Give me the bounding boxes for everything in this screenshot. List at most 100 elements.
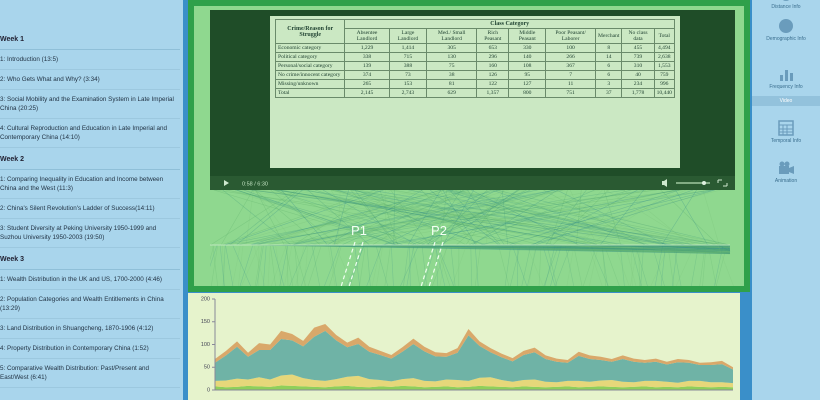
flow-line xyxy=(270,244,287,286)
nav-item[interactable]: Distance Info xyxy=(752,0,820,10)
table-cell: 310 xyxy=(621,61,655,71)
lecture-item[interactable]: 2: Who Gets What and Why? (3:34) xyxy=(0,70,180,90)
flow-line xyxy=(549,190,568,246)
table-cell: 2,145 xyxy=(344,88,390,98)
flow-line xyxy=(370,190,687,246)
nav-item[interactable]: Frequency Info xyxy=(752,62,820,90)
table-cell: 759 xyxy=(653,70,676,80)
flow-line xyxy=(511,244,528,286)
lecture-item[interactable]: 1: Introduction (13:5) xyxy=(0,50,180,70)
flow-line xyxy=(409,244,411,286)
flow-line xyxy=(558,244,731,254)
flow-line xyxy=(435,244,731,254)
lecture-item[interactable]: 3: Social Mobility and the Examination S… xyxy=(0,90,180,119)
flow-line xyxy=(471,190,558,246)
flow-line xyxy=(225,244,731,250)
flow-line xyxy=(588,190,674,246)
y-tick-label: 200 xyxy=(201,296,210,302)
flow-line xyxy=(408,190,695,246)
flow-line xyxy=(412,244,421,286)
nav-item[interactable]: Animation xyxy=(752,156,820,184)
table-cell: 234 xyxy=(621,79,655,89)
flow-line xyxy=(270,244,276,286)
table-cell: 130 xyxy=(426,52,478,62)
table-cell: 1,357 xyxy=(476,88,510,98)
flow-line xyxy=(411,190,531,246)
flow-line xyxy=(341,190,465,246)
flow-line xyxy=(637,244,731,251)
lecture-item[interactable]: 5: Comparative Wealth Distribution: Past… xyxy=(0,359,180,388)
flow-line xyxy=(590,244,609,286)
flow-line xyxy=(314,190,488,246)
flow-line xyxy=(707,244,717,286)
flow-line xyxy=(286,244,289,286)
flow-line xyxy=(303,190,646,246)
flow-line xyxy=(442,190,477,246)
flow-line xyxy=(351,190,613,246)
nav-item[interactable]: Temporal Info xyxy=(752,116,820,144)
volume-knob[interactable] xyxy=(702,181,706,185)
table-cell: 1,778 xyxy=(621,88,655,98)
table-cell: 367 xyxy=(545,61,597,71)
table-cell: 2,743 xyxy=(388,88,428,98)
flow-line xyxy=(410,190,707,246)
lecture-item[interactable]: 2: Population Categories and Wealth Enti… xyxy=(0,290,180,319)
lecture-item[interactable]: 4: Property Distribution in Contemporary… xyxy=(0,339,180,359)
flow-line xyxy=(366,244,731,254)
flow-line xyxy=(435,244,731,252)
flow-line xyxy=(467,190,505,246)
flow-line xyxy=(436,244,451,286)
flow-line xyxy=(255,190,321,246)
flow-line xyxy=(299,190,728,246)
lecture-item[interactable]: 2: China's Silent Revolution's Ladder of… xyxy=(0,199,180,219)
flow-line xyxy=(449,190,669,246)
video-controls[interactable]: 0:58 / 6:30 xyxy=(210,176,735,190)
flow-line xyxy=(576,190,582,246)
flow-line xyxy=(501,190,509,246)
nav-label: Video xyxy=(779,98,793,104)
table-cell: 14 xyxy=(595,52,623,62)
table-cell: 139 xyxy=(344,61,390,71)
flow-line xyxy=(273,190,683,246)
flow-line xyxy=(366,244,383,286)
flow-line xyxy=(298,190,566,246)
flow-line xyxy=(601,244,607,286)
flow-line xyxy=(275,244,282,286)
flow-line xyxy=(435,244,439,286)
flow-line xyxy=(280,190,591,246)
flow-line xyxy=(651,244,731,255)
flow-line xyxy=(228,190,415,246)
flow-line xyxy=(322,190,510,246)
play-button[interactable] xyxy=(224,180,229,186)
lecture-list: Week 1 1: Introduction (13:5) 2: Who Gets … xyxy=(0,0,180,388)
flow-line xyxy=(293,190,379,246)
flow-line xyxy=(630,244,633,286)
nav-item[interactable]: Demographic Info xyxy=(752,14,820,42)
table-cell: 100 xyxy=(545,43,597,53)
flow-line xyxy=(356,190,492,246)
nav-item[interactable]: Video xyxy=(752,96,820,106)
table-cell: 75 xyxy=(426,61,478,71)
flow-line xyxy=(222,244,226,286)
flow-line xyxy=(250,190,556,246)
flow-line xyxy=(546,244,731,252)
flow-line xyxy=(667,244,674,286)
lecture-item[interactable]: 1: Wealth Distribution in the UK and US,… xyxy=(0,270,180,290)
table-cell: 153 xyxy=(388,79,428,89)
flow-line xyxy=(510,244,521,286)
flow-line xyxy=(256,190,731,246)
lecture-item[interactable]: 4: Cultural Reproduction and Education i… xyxy=(0,119,180,148)
lecture-item[interactable]: 3: Land Distribution in Shuangcheng, 187… xyxy=(0,319,180,339)
flow-line xyxy=(214,190,608,246)
lecture-item[interactable]: 1: Comparing Inequality in Education and… xyxy=(0,170,180,199)
flow-line xyxy=(446,190,599,246)
video-player[interactable]: Crime/Reason for Struggle Class Category A… xyxy=(210,10,735,190)
fullscreen-icon[interactable] xyxy=(717,179,728,187)
lecture-item[interactable]: 3: Student Diversity at Peking Universit… xyxy=(0,219,180,248)
flow-diagram: P1 P2 xyxy=(210,190,734,286)
row-label: Total xyxy=(274,88,346,98)
volume-icon[interactable] xyxy=(662,179,667,187)
flow-line xyxy=(508,190,680,246)
flow-line xyxy=(357,190,563,246)
flow-line xyxy=(552,190,609,246)
